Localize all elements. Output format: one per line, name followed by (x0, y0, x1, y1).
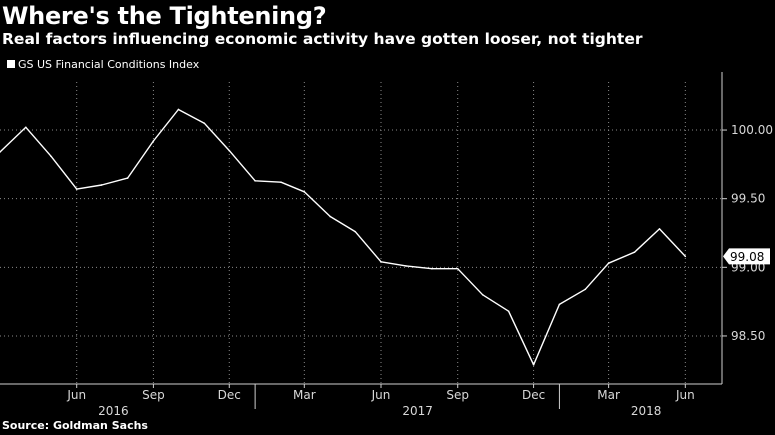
series-point (329, 215, 331, 218)
last-value-text: 99.08 (730, 250, 764, 264)
series-point (354, 230, 356, 233)
legend-swatch (7, 60, 15, 68)
series-point (633, 251, 636, 254)
series-point (456, 267, 459, 270)
series-point (75, 188, 78, 190)
series-point (584, 288, 587, 291)
chart-source: Source: Goldman Sachs (2, 419, 148, 432)
y-tick-label: 100.00 (731, 123, 773, 137)
x-tick-label: Mar (293, 388, 316, 402)
x-tick-label: Sep (142, 388, 165, 402)
y-tick-label: 99.50 (731, 192, 765, 206)
legend: GS US Financial Conditions Index (7, 58, 200, 71)
series-point (100, 184, 103, 186)
series-layer (0, 108, 687, 366)
series-point (481, 293, 484, 296)
y-tick-label: 98.50 (731, 329, 765, 343)
series-point (405, 265, 407, 267)
series-point (558, 303, 561, 306)
series-line (0, 108, 686, 366)
series-point (203, 122, 206, 124)
x-tick-label: Jun (371, 388, 391, 402)
series-point (228, 149, 231, 152)
series-point (254, 180, 256, 182)
year-label: 2018 (631, 404, 662, 418)
chart-title: Where's the Tightening? (2, 2, 327, 30)
series-point (303, 191, 306, 193)
series-point (0, 151, 1, 153)
series-point (658, 228, 661, 230)
x-tick-label: Mar (597, 388, 620, 402)
series-point (607, 262, 610, 265)
chart-subtitle: Real factors influencing economic activi… (2, 30, 643, 48)
series-point (684, 255, 687, 258)
x-tick-label: Jun (675, 388, 695, 402)
series-point (431, 267, 433, 270)
axis-layer (0, 72, 727, 409)
year-label: 2016 (98, 404, 129, 418)
series-point (126, 177, 129, 179)
x-tick-label: Jun (66, 388, 86, 402)
series-point (177, 108, 180, 111)
series-point (152, 140, 155, 142)
series-point (380, 261, 382, 263)
last-value-label: 99.08 (723, 248, 770, 265)
x-tick-label: Dec (522, 388, 545, 402)
x-tick-label: Dec (218, 388, 241, 402)
last-value-flag (723, 248, 770, 265)
series-point (507, 310, 510, 313)
year-label: 2017 (402, 404, 433, 418)
grid-layer (0, 82, 722, 384)
series-point (50, 155, 52, 157)
x-tick-label: Sep (446, 388, 469, 402)
series-point (25, 126, 27, 129)
legend-label: GS US Financial Conditions Index (18, 58, 200, 71)
series-point (280, 181, 282, 184)
series-point (532, 363, 535, 366)
